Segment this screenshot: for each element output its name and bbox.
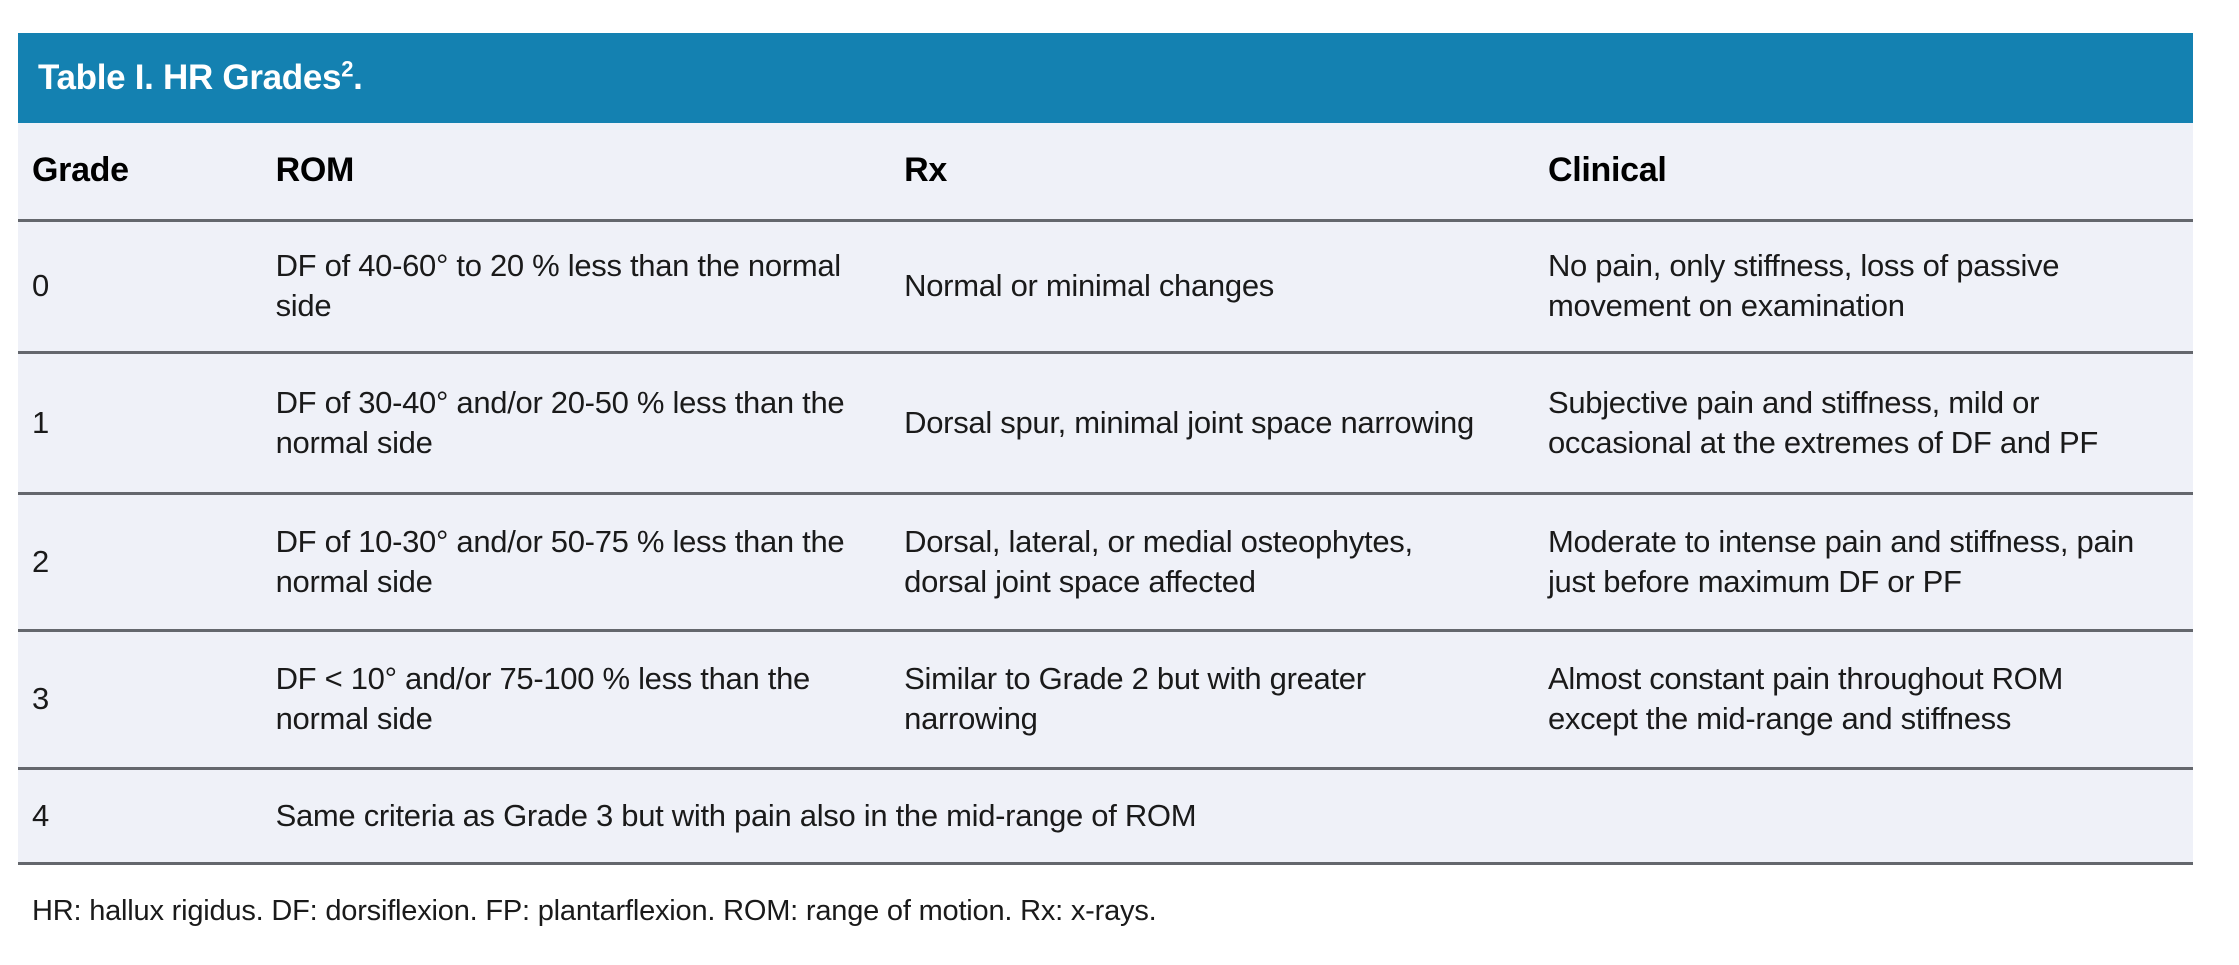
rom-cell: DF of 10-30° and/or 50-75 % less than th…	[261, 493, 891, 632]
clinical-cell: No pain, only stiffness, loss of passive…	[1533, 220, 2193, 354]
column-header-clinical: Clinical	[1533, 123, 2193, 222]
clinical-cell: Subjective pain and stiffness, mild or o…	[1533, 352, 2193, 495]
grade-cell: 3	[18, 630, 262, 770]
table-row: 2 DF of 10-30° and/or 50-75 % less than …	[18, 493, 2193, 632]
table-title: Table I. HR Grades2.	[38, 58, 363, 98]
grades-table: Grade ROM Rx Clinical 0 DF of 40-60° to …	[18, 123, 2193, 865]
column-header-grade: Grade	[18, 123, 262, 222]
grade-cell: 0	[18, 220, 262, 354]
clinical-cell: Almost constant pain throughout ROM exce…	[1533, 630, 2193, 770]
table-row: 1 DF of 30-40° and/or 20-50 % less than …	[18, 352, 2193, 495]
table-title-text: Table I. HR Grades	[38, 58, 342, 97]
table-row: 3 DF < 10° and/or 75-100 % less than the…	[18, 630, 2193, 770]
table-title-period: .	[353, 58, 363, 97]
rom-cell: DF < 10° and/or 75-100 % less than the n…	[261, 630, 891, 770]
spanning-cell: Same criteria as Grade 3 but with pain a…	[261, 768, 2193, 865]
clinical-cell: Moderate to intense pain and stiffness, …	[1533, 493, 2193, 632]
rx-cell: Normal or minimal changes	[890, 220, 1534, 354]
column-header-rom: ROM	[261, 123, 891, 222]
header-row: Grade ROM Rx Clinical	[18, 123, 2193, 222]
column-header-rx: Rx	[890, 123, 1534, 222]
table-row: 0 DF of 40-60° to 20 % less than the nor…	[18, 220, 2193, 354]
table-row: 4 Same criteria as Grade 3 but with pain…	[18, 768, 2193, 865]
table-footnote: HR: hallux rigidus. DF: dorsiflexion. FP…	[32, 894, 1157, 927]
table-title-citation: 2	[341, 56, 354, 82]
rx-cell: Similar to Grade 2 but with greater narr…	[890, 630, 1534, 770]
grade-cell: 1	[18, 352, 262, 495]
table-container: Table I. HR Grades2. Grade ROM Rx Clinic…	[18, 33, 2193, 928]
rx-cell: Dorsal spur, minimal joint space narrowi…	[890, 352, 1534, 495]
rx-cell: Dorsal, lateral, or medial osteophytes, …	[890, 493, 1534, 632]
rom-cell: DF of 40-60° to 20 % less than the norma…	[261, 220, 891, 354]
table-title-bar: Table I. HR Grades2.	[18, 33, 2193, 123]
rom-cell: DF of 30-40° and/or 20-50 % less than th…	[261, 352, 891, 495]
grade-cell: 2	[18, 493, 262, 632]
grade-cell: 4	[18, 768, 262, 865]
